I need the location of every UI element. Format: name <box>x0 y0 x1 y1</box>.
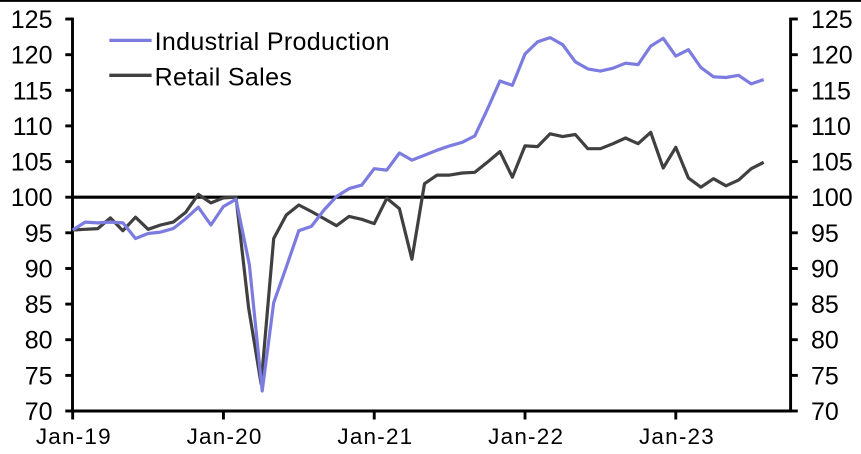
svg-text:90: 90 <box>811 256 839 284</box>
svg-text:95: 95 <box>25 220 53 248</box>
svg-text:70: 70 <box>25 398 53 426</box>
svg-text:105: 105 <box>11 149 53 177</box>
svg-text:90: 90 <box>25 256 53 284</box>
svg-text:75: 75 <box>25 362 53 390</box>
svg-text:75: 75 <box>811 362 839 390</box>
svg-text:115: 115 <box>13 77 53 105</box>
svg-text:Jan-20: Jan-20 <box>187 424 263 449</box>
svg-text:100: 100 <box>11 184 53 212</box>
svg-text:85: 85 <box>811 291 839 319</box>
svg-text:Jan-22: Jan-22 <box>488 424 564 449</box>
svg-text:105: 105 <box>811 149 853 177</box>
svg-text:115: 115 <box>811 77 851 105</box>
svg-text:Jan-23: Jan-23 <box>639 424 715 449</box>
svg-text:80: 80 <box>25 327 53 355</box>
svg-text:120: 120 <box>11 42 53 70</box>
svg-text:125: 125 <box>811 6 853 34</box>
svg-text:110: 110 <box>13 113 53 141</box>
svg-text:70: 70 <box>811 398 839 426</box>
svg-text:120: 120 <box>811 42 853 70</box>
svg-text:Jan-21: Jan-21 <box>337 424 413 449</box>
svg-text:80: 80 <box>811 327 839 355</box>
svg-text:110: 110 <box>811 113 851 141</box>
svg-text:85: 85 <box>25 291 53 319</box>
svg-text:100: 100 <box>811 184 853 212</box>
svg-text:Retail Sales: Retail Sales <box>155 64 293 92</box>
svg-text:95: 95 <box>811 220 839 248</box>
svg-text:125: 125 <box>11 6 53 34</box>
svg-text:Industrial Production: Industrial Production <box>155 28 390 56</box>
svg-text:Jan-19: Jan-19 <box>36 424 112 449</box>
